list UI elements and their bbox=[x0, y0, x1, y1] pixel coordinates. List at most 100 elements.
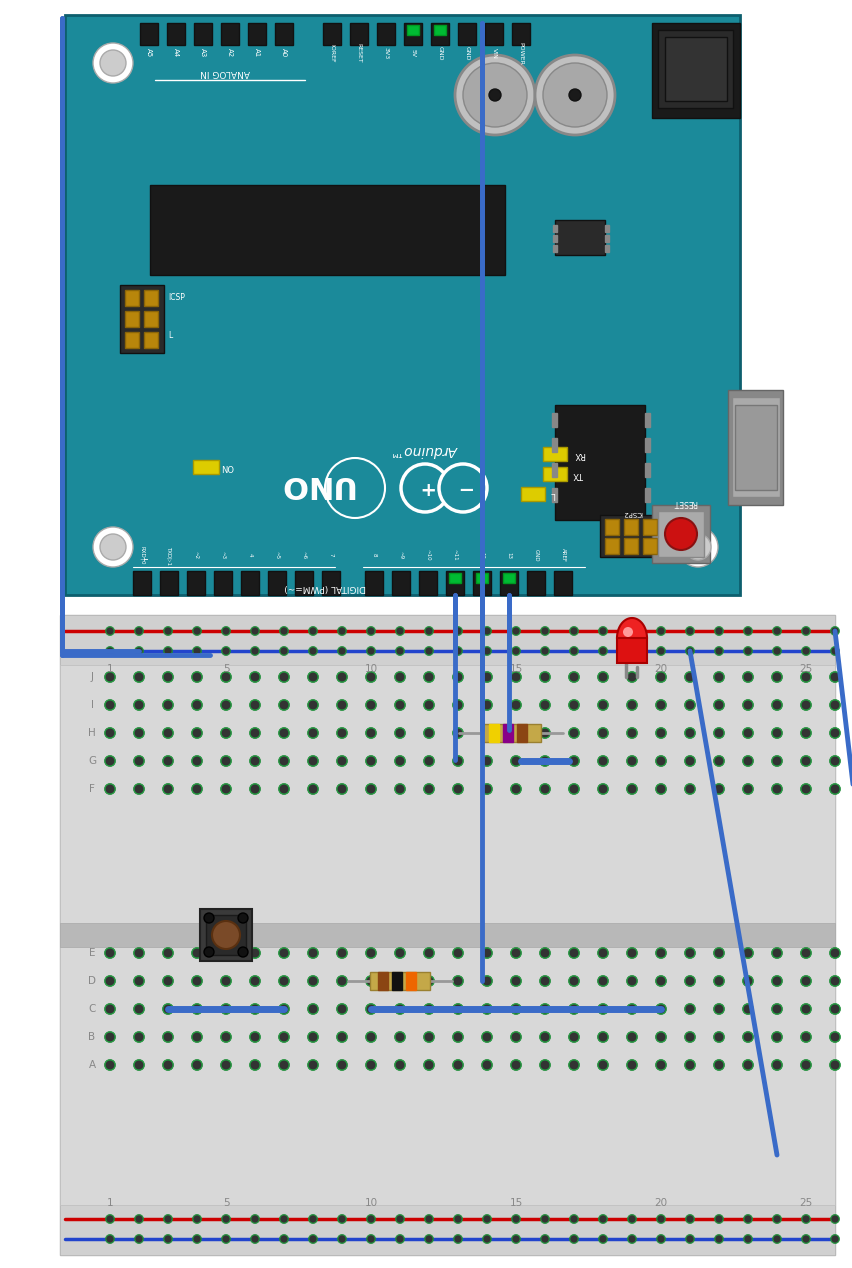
Circle shape bbox=[337, 1003, 348, 1014]
Point bbox=[685, 643, 695, 658]
Circle shape bbox=[280, 673, 288, 681]
Circle shape bbox=[309, 950, 317, 957]
Circle shape bbox=[397, 648, 403, 654]
Circle shape bbox=[686, 950, 694, 957]
Circle shape bbox=[100, 49, 126, 76]
Circle shape bbox=[452, 672, 463, 682]
Circle shape bbox=[513, 1216, 519, 1222]
Point bbox=[772, 1148, 782, 1163]
Circle shape bbox=[570, 757, 578, 765]
Circle shape bbox=[252, 1216, 258, 1222]
Circle shape bbox=[250, 1031, 261, 1042]
Circle shape bbox=[454, 757, 462, 765]
Circle shape bbox=[510, 1003, 521, 1014]
Circle shape bbox=[222, 1006, 230, 1013]
Circle shape bbox=[832, 757, 839, 765]
Circle shape bbox=[280, 1006, 288, 1013]
Text: 10: 10 bbox=[365, 664, 377, 675]
Text: ON: ON bbox=[221, 463, 233, 472]
Circle shape bbox=[221, 1031, 232, 1042]
Text: E: E bbox=[89, 948, 95, 959]
Bar bbox=[624, 538, 638, 554]
Circle shape bbox=[832, 729, 839, 737]
Circle shape bbox=[280, 1061, 288, 1069]
Circle shape bbox=[569, 89, 581, 101]
Point bbox=[57, 648, 67, 663]
Circle shape bbox=[164, 978, 172, 985]
Circle shape bbox=[510, 1060, 521, 1070]
Circle shape bbox=[745, 648, 751, 654]
Circle shape bbox=[540, 626, 550, 635]
Circle shape bbox=[657, 978, 665, 985]
Circle shape bbox=[204, 913, 214, 923]
Circle shape bbox=[481, 975, 492, 987]
Circle shape bbox=[163, 784, 174, 795]
Text: F: F bbox=[89, 784, 95, 794]
Circle shape bbox=[678, 527, 718, 567]
Circle shape bbox=[684, 1003, 695, 1014]
Point bbox=[477, 15, 487, 30]
Bar bbox=[605, 235, 609, 242]
Circle shape bbox=[655, 1031, 666, 1042]
Circle shape bbox=[570, 1061, 578, 1069]
Circle shape bbox=[250, 728, 261, 738]
Circle shape bbox=[135, 626, 143, 635]
Circle shape bbox=[367, 1061, 375, 1069]
Text: VIN: VIN bbox=[492, 48, 497, 58]
Circle shape bbox=[163, 672, 174, 682]
Circle shape bbox=[192, 700, 203, 710]
Circle shape bbox=[687, 628, 693, 634]
Circle shape bbox=[107, 628, 113, 634]
Circle shape bbox=[655, 672, 666, 682]
Circle shape bbox=[571, 628, 577, 634]
Circle shape bbox=[135, 757, 143, 765]
Circle shape bbox=[597, 700, 608, 710]
Circle shape bbox=[395, 626, 405, 635]
Point bbox=[632, 659, 642, 675]
Circle shape bbox=[396, 701, 404, 709]
Circle shape bbox=[337, 1060, 348, 1070]
Circle shape bbox=[250, 1215, 260, 1224]
Circle shape bbox=[366, 756, 377, 766]
Circle shape bbox=[309, 757, 317, 765]
Point bbox=[830, 624, 840, 639]
Circle shape bbox=[193, 978, 201, 985]
Circle shape bbox=[511, 647, 521, 656]
Text: 3V3: 3V3 bbox=[383, 47, 389, 60]
Circle shape bbox=[337, 1215, 347, 1224]
Circle shape bbox=[539, 1060, 550, 1070]
Circle shape bbox=[742, 784, 753, 795]
Circle shape bbox=[251, 1006, 259, 1013]
Circle shape bbox=[279, 1003, 290, 1014]
Circle shape bbox=[742, 1060, 753, 1070]
Circle shape bbox=[568, 1060, 579, 1070]
Circle shape bbox=[164, 950, 172, 957]
Circle shape bbox=[744, 729, 751, 737]
Text: A1: A1 bbox=[254, 48, 260, 57]
Circle shape bbox=[280, 950, 288, 957]
Circle shape bbox=[279, 728, 290, 738]
Circle shape bbox=[308, 756, 319, 766]
Circle shape bbox=[136, 1216, 142, 1222]
Circle shape bbox=[106, 1006, 114, 1013]
Circle shape bbox=[628, 950, 636, 957]
Text: B: B bbox=[89, 1032, 95, 1042]
Circle shape bbox=[626, 784, 637, 795]
Circle shape bbox=[628, 647, 636, 656]
Circle shape bbox=[832, 785, 839, 792]
Circle shape bbox=[510, 728, 521, 738]
Circle shape bbox=[423, 756, 435, 766]
Circle shape bbox=[772, 784, 782, 795]
Circle shape bbox=[223, 1216, 229, 1222]
Circle shape bbox=[396, 950, 404, 957]
Circle shape bbox=[568, 947, 579, 959]
Circle shape bbox=[655, 756, 666, 766]
Circle shape bbox=[106, 626, 114, 635]
Bar bbox=[295, 571, 313, 595]
Circle shape bbox=[715, 785, 722, 792]
Circle shape bbox=[251, 785, 259, 792]
Circle shape bbox=[599, 1033, 607, 1041]
Circle shape bbox=[454, 1033, 462, 1041]
Circle shape bbox=[568, 1003, 579, 1014]
Circle shape bbox=[657, 701, 665, 709]
